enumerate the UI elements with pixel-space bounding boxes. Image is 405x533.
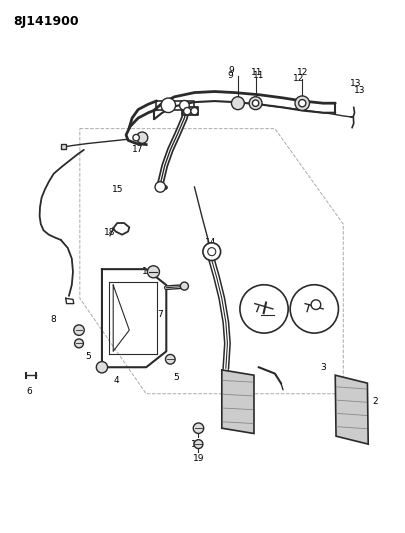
Text: 11: 11 bbox=[253, 71, 264, 80]
Polygon shape bbox=[61, 144, 66, 149]
Ellipse shape bbox=[147, 266, 160, 278]
Text: 15: 15 bbox=[112, 185, 124, 194]
Polygon shape bbox=[222, 370, 254, 433]
Ellipse shape bbox=[136, 132, 148, 143]
Ellipse shape bbox=[249, 97, 262, 110]
Text: 8: 8 bbox=[51, 315, 57, 324]
Ellipse shape bbox=[252, 100, 259, 107]
Ellipse shape bbox=[311, 300, 321, 310]
Text: 5: 5 bbox=[173, 373, 179, 382]
Ellipse shape bbox=[295, 96, 309, 110]
Text: 13: 13 bbox=[354, 86, 365, 95]
Text: 8J141900: 8J141900 bbox=[13, 14, 79, 28]
Text: 2: 2 bbox=[373, 397, 378, 406]
Text: 9: 9 bbox=[228, 66, 234, 75]
Ellipse shape bbox=[74, 325, 84, 335]
Text: 1: 1 bbox=[268, 307, 274, 316]
Text: 7: 7 bbox=[158, 310, 163, 319]
Text: 4: 4 bbox=[113, 376, 119, 385]
Ellipse shape bbox=[194, 440, 203, 449]
Ellipse shape bbox=[166, 354, 175, 364]
Text: 20: 20 bbox=[318, 307, 329, 316]
Ellipse shape bbox=[183, 108, 191, 115]
Text: 12: 12 bbox=[296, 68, 308, 77]
Text: 5: 5 bbox=[85, 352, 91, 361]
Text: 10: 10 bbox=[191, 440, 202, 449]
Polygon shape bbox=[335, 375, 368, 444]
Text: 6: 6 bbox=[27, 386, 32, 395]
Ellipse shape bbox=[179, 101, 189, 110]
Ellipse shape bbox=[298, 100, 306, 107]
Text: 3: 3 bbox=[320, 363, 326, 372]
Text: 14: 14 bbox=[205, 238, 216, 247]
Text: 11: 11 bbox=[251, 68, 262, 77]
Ellipse shape bbox=[155, 182, 166, 192]
Text: 18: 18 bbox=[104, 228, 116, 237]
Ellipse shape bbox=[193, 423, 204, 433]
Text: 17: 17 bbox=[132, 146, 144, 155]
Text: 9: 9 bbox=[228, 71, 234, 80]
Ellipse shape bbox=[191, 108, 198, 115]
Ellipse shape bbox=[240, 285, 288, 333]
Ellipse shape bbox=[208, 248, 216, 256]
Text: 12: 12 bbox=[293, 74, 305, 83]
Ellipse shape bbox=[133, 134, 139, 141]
Text: 16: 16 bbox=[143, 268, 154, 276]
Ellipse shape bbox=[180, 282, 188, 290]
Ellipse shape bbox=[290, 285, 339, 333]
Ellipse shape bbox=[96, 361, 108, 373]
Ellipse shape bbox=[75, 339, 83, 348]
Ellipse shape bbox=[161, 98, 175, 112]
Ellipse shape bbox=[203, 243, 221, 261]
Ellipse shape bbox=[232, 97, 244, 110]
Text: 13: 13 bbox=[350, 79, 361, 88]
Text: 19: 19 bbox=[193, 454, 204, 463]
